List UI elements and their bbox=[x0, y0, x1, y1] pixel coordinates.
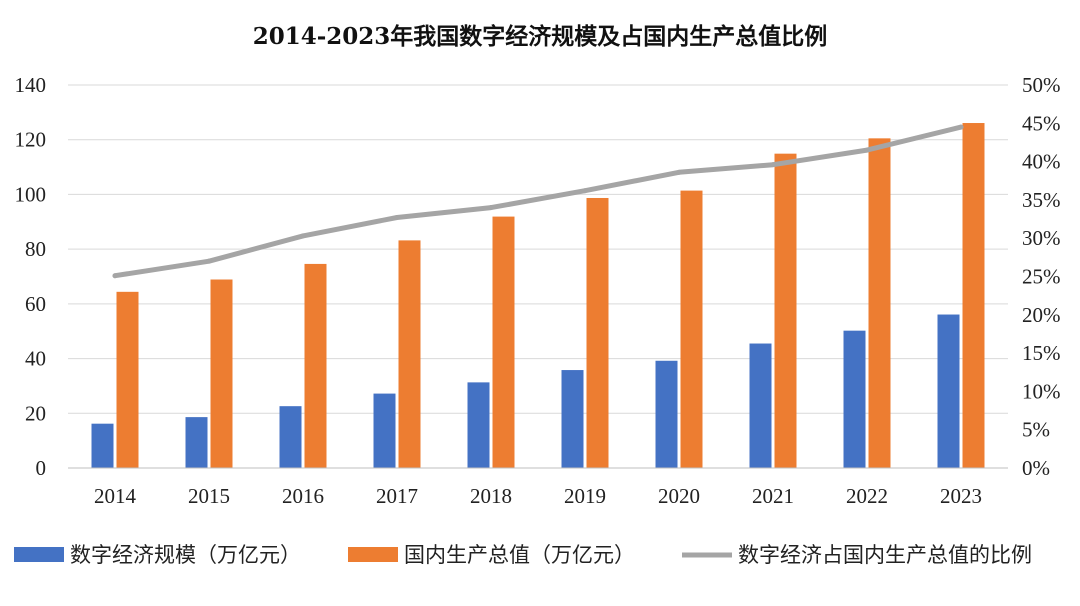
right-y-tick-label: 35% bbox=[1022, 188, 1061, 212]
bar-series bbox=[91, 123, 985, 469]
legend-item-ratio[interactable]: 数字经济占国内生产总值的比例 bbox=[682, 543, 1032, 567]
ratio-point-2019 bbox=[582, 188, 588, 194]
ratio-point-2018 bbox=[488, 205, 494, 211]
legend-item-digital-economy[interactable]: 数字经济规模（万亿元） bbox=[14, 543, 301, 567]
left-y-tick-label: 100 bbox=[15, 182, 47, 206]
x-tick-label: 2018 bbox=[470, 484, 512, 508]
x-tick-label: 2020 bbox=[658, 484, 700, 508]
x-axis: 2014 2015 2016 2017 2018 2019 2020 2021 2022 2023 bbox=[68, 467, 1008, 508]
left-y-tick-label: 60 bbox=[25, 292, 46, 316]
legend-swatch-orange bbox=[348, 547, 398, 562]
x-tick-label: 2022 bbox=[846, 484, 888, 508]
right-y-tick-label: 10% bbox=[1022, 379, 1061, 403]
left-y-tick-label: 120 bbox=[15, 128, 47, 152]
ratio-point-2023 bbox=[958, 124, 964, 130]
bar-digital-economy-2023 bbox=[937, 314, 960, 468]
bar-digital-economy-2022 bbox=[843, 330, 866, 468]
bar-gdp-2018 bbox=[492, 216, 515, 468]
right-y-tick-label: 40% bbox=[1022, 150, 1061, 174]
ratio-point-2020 bbox=[676, 169, 682, 175]
bar-gdp-2016 bbox=[304, 263, 327, 468]
ratio-point-2021 bbox=[770, 162, 776, 168]
left-y-tick-label: 0 bbox=[36, 456, 47, 480]
bar-digital-economy-2020 bbox=[655, 360, 678, 468]
bar-gdp-2022 bbox=[868, 138, 891, 468]
legend-label: 国内生产总值（万亿元） bbox=[404, 543, 635, 567]
legend: 数字经济规模（万亿元） 国内生产总值（万亿元） 数字经济占国内生产总值的比例 bbox=[14, 543, 1032, 567]
bar-digital-economy-2014 bbox=[91, 423, 114, 468]
bar-gdp-2020 bbox=[680, 190, 703, 468]
ratio-point-2014 bbox=[112, 273, 118, 279]
right-y-tick-label: 45% bbox=[1022, 111, 1061, 135]
line-series bbox=[112, 124, 964, 279]
x-tick-label: 2023 bbox=[940, 484, 982, 508]
right-y-axis: 0% 5% 10% 15% 20% 25% 30% 35% 40% 45% 50% bbox=[1022, 73, 1061, 480]
bar-gdp-2014 bbox=[116, 291, 139, 468]
right-y-tick-label: 50% bbox=[1022, 73, 1061, 97]
bar-gdp-2019 bbox=[586, 197, 609, 469]
right-y-tick-label: 0% bbox=[1022, 456, 1050, 480]
right-y-tick-label: 30% bbox=[1022, 226, 1061, 250]
right-y-tick-label: 15% bbox=[1022, 341, 1061, 365]
bar-digital-economy-2019 bbox=[561, 370, 584, 468]
ratio-line bbox=[112, 124, 964, 279]
ratio-point-2015 bbox=[206, 258, 212, 264]
right-y-tick-label: 20% bbox=[1022, 303, 1061, 327]
legend-label: 数字经济规模（万亿元） bbox=[70, 543, 301, 567]
bar-gdp-2021 bbox=[774, 153, 797, 468]
bar-digital-economy-2018 bbox=[467, 382, 490, 468]
bar-digital-economy-2021 bbox=[749, 343, 772, 468]
bar-gdp-2015 bbox=[210, 279, 233, 468]
left-y-tick-label: 20 bbox=[25, 401, 46, 425]
x-tick-label: 2015 bbox=[188, 484, 230, 508]
legend-label: 数字经济占国内生产总值的比例 bbox=[738, 543, 1032, 567]
x-tick-label: 2017 bbox=[376, 484, 418, 508]
legend-swatch-blue bbox=[14, 547, 64, 562]
x-tick-label: 2014 bbox=[94, 484, 137, 508]
x-tick-label: 2019 bbox=[564, 484, 606, 508]
x-tick-label: 2016 bbox=[282, 484, 324, 508]
gridlines bbox=[68, 84, 1008, 469]
left-y-tick-label: 140 bbox=[15, 73, 47, 97]
left-y-tick-label: 40 bbox=[25, 347, 46, 371]
bar-digital-economy-2016 bbox=[279, 406, 302, 468]
bar-digital-economy-2015 bbox=[185, 417, 208, 468]
ratio-point-2017 bbox=[394, 215, 400, 221]
x-tick-label: 2021 bbox=[752, 484, 794, 508]
ratio-point-2016 bbox=[300, 233, 306, 239]
ratio-point-2022 bbox=[864, 147, 870, 153]
bar-gdp-2017 bbox=[398, 240, 421, 468]
bar-digital-economy-2017 bbox=[373, 393, 396, 468]
bar-gdp-2023 bbox=[962, 123, 985, 468]
left-y-tick-label: 80 bbox=[25, 237, 46, 261]
right-y-tick-label: 25% bbox=[1022, 265, 1061, 289]
legend-item-gdp[interactable]: 国内生产总值（万亿元） bbox=[348, 543, 635, 567]
chart-title: 2014-2023年我国数字经济规模及占国内生产总值比例 bbox=[253, 23, 828, 50]
left-y-axis: 0 20 40 60 80 100 120 140 bbox=[15, 73, 47, 480]
right-y-tick-label: 5% bbox=[1022, 418, 1050, 442]
